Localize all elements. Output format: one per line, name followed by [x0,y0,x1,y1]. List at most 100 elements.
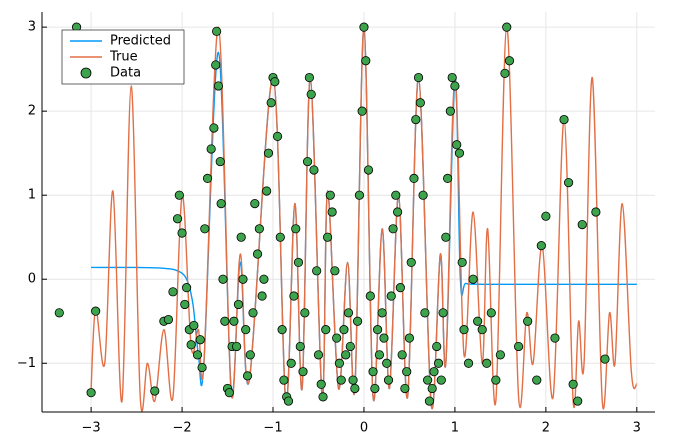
data-point [532,375,542,385]
data-point [91,306,101,316]
data-point [409,173,419,183]
data-point [186,340,196,350]
data-point [262,186,272,196]
data-point [457,257,467,268]
data-point [568,379,578,389]
data-point [432,341,442,352]
data-point [393,207,403,217]
data-point [150,386,160,396]
data-point [200,224,210,234]
data-point [523,316,533,326]
data-point [250,198,260,209]
x-tick-label: 0 [360,421,368,436]
data-point [291,224,301,234]
data-point [383,375,394,385]
data-point [279,375,289,385]
data-point [233,299,244,310]
y-tick-label: −1 [17,356,36,371]
data-point [321,325,331,335]
data-point [174,190,184,200]
data-point [180,299,190,310]
data-point [573,396,583,406]
data-point [216,198,226,209]
data-point [232,341,242,352]
x-tick-label: −1 [263,421,282,436]
legend-marker [80,67,92,79]
data-point [316,379,326,389]
data-point [368,367,378,377]
data-point [395,283,405,293]
data-point [275,232,285,242]
data-point [563,177,574,188]
data-point [206,144,216,154]
data-point [577,220,587,230]
data-point [254,224,264,234]
data-point [54,308,64,318]
x-tick-label: −3 [82,421,101,436]
y-tick-label: 3 [28,20,36,35]
data-point [309,165,319,175]
data-point [289,291,299,301]
data-point [209,123,219,133]
data-point [424,396,435,406]
data-point [330,266,340,276]
data-point [212,26,222,36]
data-point [459,325,469,335]
data-point [427,383,437,394]
data-point [420,308,430,318]
x-tick-label: −2 [172,421,191,436]
data-point [436,375,446,385]
data-point [218,274,228,284]
data-point [374,350,385,360]
data-point [195,335,205,345]
data-point [452,140,462,150]
data-point [591,207,601,217]
data-point [468,274,478,284]
data-point [382,358,392,368]
data-point [313,350,324,360]
axes: −3 −2 −1 0 1 2 3 −1 0 1 2 3 [17,12,655,436]
data-point [404,333,415,343]
data-point [238,274,248,284]
legend-label: Data [110,66,141,81]
data-point [402,367,412,377]
y-tick-label: 1 [28,188,36,203]
data-point [541,211,551,221]
data-point [277,325,287,335]
data-point [500,68,510,78]
data-point [189,320,199,331]
data-point [441,232,451,242]
data-point [477,325,487,335]
data-point [295,341,305,352]
data-point [202,173,213,183]
y-tick-label: 2 [28,104,36,119]
data-point [415,98,425,108]
data-point [348,375,358,385]
data-point [388,224,398,234]
data-point [283,396,294,406]
data-point [259,274,269,284]
data-point [236,232,246,242]
data-point [229,316,239,326]
data-point [445,106,455,116]
data-point [438,308,448,318]
data-point [411,114,421,125]
data-point [220,316,230,326]
data-point [600,354,610,364]
data-point [513,341,524,352]
data-point [536,241,546,251]
data-point [454,148,465,158]
data-point [215,156,225,167]
data-point [332,333,342,343]
data-point [373,325,383,335]
data-point [242,371,253,381]
data-point [163,314,174,325]
data-point [491,375,501,385]
data-point [293,257,304,268]
data-point [327,207,337,217]
data-point [559,114,569,125]
data-point [86,388,96,398]
x-tick-label: 3 [633,421,641,436]
data-point [298,367,308,377]
